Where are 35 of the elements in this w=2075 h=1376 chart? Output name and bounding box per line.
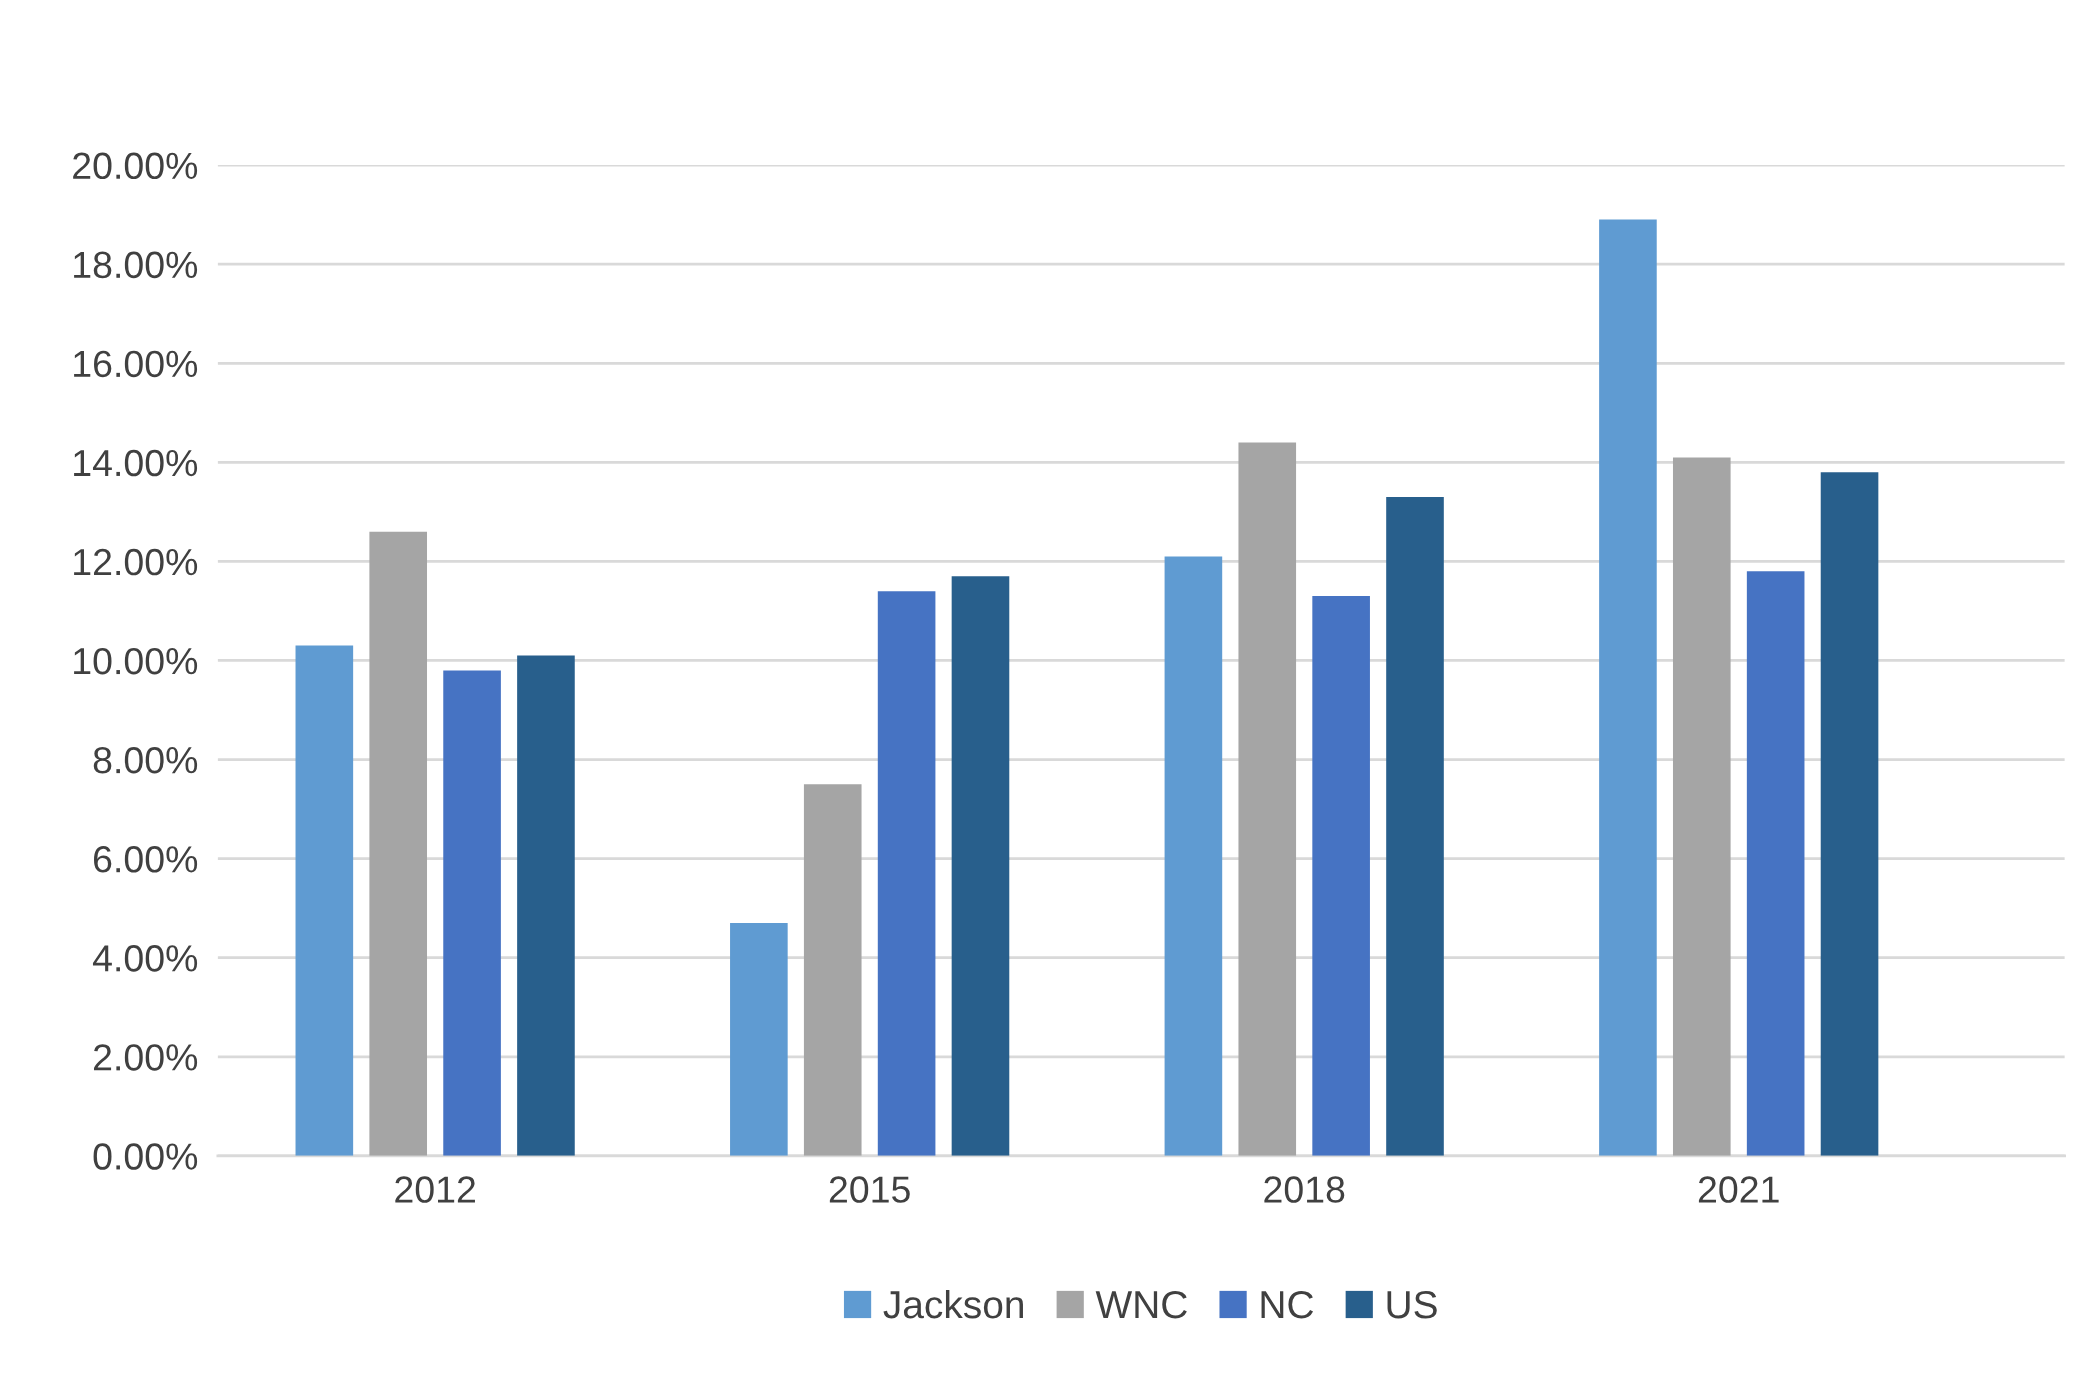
y-tick-label: 6.00% <box>94 846 198 873</box>
bar <box>1164 556 1223 1156</box>
x-tick-label: 2021 <box>1698 1176 1779 1203</box>
bar <box>517 655 575 1156</box>
y-tick-label: 20.00% <box>73 152 198 180</box>
y-tick-label: 10.00% <box>74 647 198 675</box>
x-tick-label: 2015 <box>829 1176 910 1203</box>
bar <box>295 645 354 1156</box>
bar <box>730 923 788 1156</box>
y-tick-label: 2.00% <box>93 1044 198 1071</box>
y-tick-label: 16.00% <box>74 350 198 378</box>
y-tick-label: 12.00% <box>74 548 198 576</box>
x-tick-label: 2018 <box>1264 1176 1345 1203</box>
bar <box>877 591 936 1156</box>
bar <box>1599 219 1657 1156</box>
y-tick-label: 14.00% <box>74 449 198 477</box>
bar <box>1746 571 1805 1156</box>
y-tick-label: 18.00% <box>74 251 198 279</box>
bar <box>369 531 428 1156</box>
legend-label: NC <box>1261 1290 1314 1319</box>
legend-label: US <box>1387 1290 1437 1319</box>
bar <box>951 576 1010 1156</box>
bar <box>1672 457 1731 1156</box>
legend-label: WNC <box>1095 1290 1187 1319</box>
legend-label: Jackson <box>883 1289 1023 1319</box>
bar <box>803 784 862 1156</box>
bar <box>1312 596 1370 1156</box>
bar <box>1238 442 1297 1156</box>
bar <box>1820 472 1879 1156</box>
x-tick-label: 2012 <box>395 1176 475 1203</box>
y-tick-label: 0.00% <box>93 1143 198 1170</box>
bar <box>1386 497 1444 1156</box>
y-tick-label: 8.00% <box>93 746 198 774</box>
y-tick-label: 4.00% <box>92 945 198 972</box>
bar <box>443 670 501 1156</box>
